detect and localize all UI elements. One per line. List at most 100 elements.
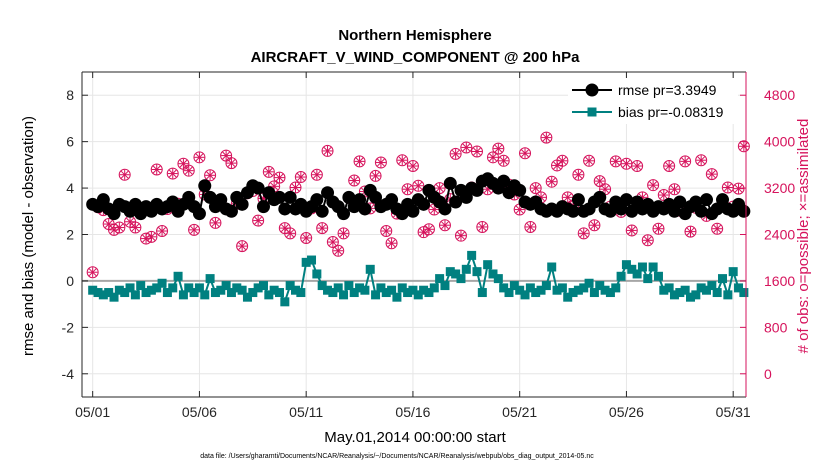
rmse-point [449, 195, 463, 209]
x-axis-label: May.01,2014 00:00:00 start [324, 429, 506, 446]
bias-point [317, 281, 327, 291]
assimilated-point [295, 172, 306, 183]
assimilated-point [573, 169, 584, 180]
bias-point [718, 274, 728, 284]
bias-point [616, 271, 626, 281]
assimilated-point [648, 180, 659, 191]
bias-point [584, 278, 594, 288]
possible-point [129, 221, 142, 234]
possible-point [524, 220, 537, 233]
assimilated-point [87, 267, 98, 278]
rmse-point [235, 197, 249, 211]
assimilated-point [632, 161, 643, 172]
assimilated-point [712, 223, 723, 234]
x-tick-label: 05/31 [716, 404, 751, 420]
bias-point [328, 288, 338, 298]
bias-point [365, 264, 375, 274]
possible-point [182, 164, 195, 177]
possible-point [369, 169, 382, 182]
bias-point [664, 283, 674, 293]
possible-point [641, 234, 654, 247]
bias-point [621, 260, 631, 270]
bias-point [504, 288, 514, 298]
y-tick-label: 0 [66, 273, 74, 289]
bias-point [189, 288, 199, 298]
possible-point [625, 224, 638, 237]
assimilated-point [696, 155, 707, 166]
bias-point [669, 290, 679, 300]
rmse-point [513, 183, 527, 197]
rmse-point [256, 200, 270, 214]
bias-point [573, 285, 583, 295]
assimilated-point [557, 155, 568, 166]
possible-point [711, 222, 724, 235]
assimilated-point [413, 180, 424, 191]
bias-point [88, 285, 98, 295]
rmse-point [224, 204, 238, 218]
assimilated-point [610, 156, 621, 167]
bias-point [291, 285, 301, 295]
bias-point [205, 274, 215, 284]
bias-point [675, 288, 685, 298]
rmse-point [571, 193, 585, 207]
assimilated-point [471, 146, 482, 157]
bias-point [194, 283, 204, 293]
y2-tick-label: 4000 [764, 134, 795, 150]
assimilated-point [455, 230, 466, 241]
bias-point [680, 285, 690, 295]
rmse-point [438, 202, 452, 216]
assimilated-point [487, 152, 498, 163]
rmse-point [315, 204, 329, 218]
possible-point [262, 165, 275, 178]
bias-point [541, 281, 551, 291]
bias-point [611, 283, 621, 293]
possible-point [156, 225, 169, 238]
bias-point [323, 285, 333, 295]
assimilated-point [397, 155, 408, 166]
assimilated-point [125, 216, 136, 227]
assimilated-point [669, 184, 680, 195]
rmse-point [694, 204, 708, 218]
assimilated-point [530, 183, 541, 194]
legend-rmse-label: rmse pr=3.3949 [618, 82, 717, 98]
possible-point [118, 168, 131, 181]
rmse-point [310, 193, 324, 207]
bias-point [184, 283, 194, 293]
possible-point [150, 163, 163, 176]
bias-point [339, 290, 349, 300]
y2-axis-label: # of obs: o=possible; ×=assimilated [795, 119, 812, 354]
possible-point [300, 231, 313, 244]
x-tick-label: 05/06 [182, 404, 217, 420]
assimilated-point [541, 132, 552, 143]
assimilated-point [311, 169, 322, 180]
assimilated-point [221, 150, 232, 161]
assimilated-point [733, 183, 744, 194]
bias-point [216, 285, 226, 295]
bias-point [242, 292, 252, 302]
bias-point [643, 274, 653, 284]
assimilated-point [274, 172, 285, 183]
assimilated-point [322, 145, 333, 156]
possible-point [631, 160, 644, 173]
bias-point [141, 288, 151, 298]
assimilated-point [493, 143, 504, 154]
assimilated-point [333, 245, 344, 256]
assimilated-point [205, 170, 216, 181]
x-tick-label: 05/21 [502, 404, 537, 420]
bias-point [226, 288, 236, 298]
possible-point [166, 167, 179, 180]
bias-point [440, 281, 450, 291]
bias-point [312, 269, 322, 279]
bias-point [648, 262, 658, 272]
rmse-point [443, 176, 457, 190]
bias-point [515, 285, 525, 295]
bias-point [413, 290, 423, 300]
assimilated-point [525, 221, 536, 232]
assimilated-point [151, 164, 162, 175]
bias-point [210, 288, 220, 298]
assimilated-point [439, 220, 450, 231]
possible-point [438, 219, 451, 232]
bias-point [125, 283, 135, 293]
bias-point [200, 290, 210, 300]
bias-point [477, 288, 487, 298]
